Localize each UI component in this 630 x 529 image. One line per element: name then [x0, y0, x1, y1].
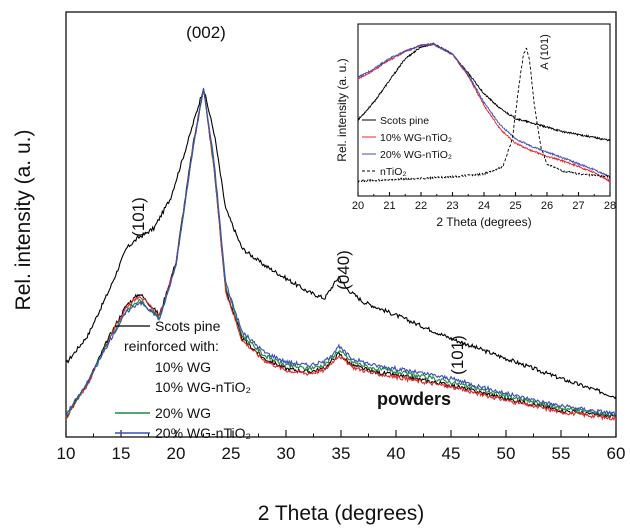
powders-label: powders: [377, 389, 451, 409]
inset-series-line-scots-pine: [358, 42, 611, 142]
peak-label-101-b: (101): [448, 335, 467, 375]
main-x-tick-label: 30: [277, 444, 296, 463]
main-x-tick-label: 15: [112, 444, 131, 463]
main-x-tick-label: 20: [167, 444, 186, 463]
legend-label-reinforced: reinforced with:: [124, 338, 219, 354]
inset-series-line-10-wg-ntio: [357, 42, 611, 183]
inset-anatase-label: A (101): [539, 34, 551, 69]
legend-label-10wg-ntio2: 10% WG-nTiO₂: [155, 379, 251, 395]
inset-x-tick-label: 27: [572, 200, 584, 212]
main-x-tick-label: 10: [57, 444, 76, 463]
main-legend: Scots pine reinforced with: 10% WG 10% W…: [115, 318, 251, 441]
main-series-group: [65, 87, 617, 422]
inset-background: [350, 20, 612, 210]
inset-x-axis-title: 2 Theta (degrees): [436, 215, 531, 229]
inset-legend-label-20wg-ntio2: 20% WG-nTiO₂: [380, 149, 452, 161]
legend-label-scots-pine: Scots pine: [155, 318, 221, 334]
inset-x-tick-label: 26: [541, 200, 553, 212]
peak-label-002: (002): [186, 23, 226, 42]
legend-label-20wg-ntio2: 20% WG-nTiO₂: [155, 425, 251, 441]
inset-series-line-20-wg-ntio: [357, 42, 611, 178]
peak-label-101-a: (101): [129, 197, 148, 237]
main-series-line-scots-pine: [65, 87, 617, 400]
main-x-tick-label: 35: [332, 444, 351, 463]
main-series-line-20-wg-ntio: [65, 88, 617, 418]
inset-x-tick-label: 25: [509, 200, 521, 212]
main-x-tick-label: 40: [387, 444, 406, 463]
inset-x-ticks: 20 21 22 23 24 25 26 27 28: [352, 192, 616, 212]
main-x-tick-label: 55: [552, 444, 571, 463]
main-series-line-10-wg: [65, 88, 617, 420]
main-x-tick-label: 50: [497, 444, 516, 463]
inset-x-tick-label: 20: [352, 200, 364, 212]
inset-x-tick-label: 22: [415, 200, 427, 212]
legend-label-20wg: 20% WG: [155, 405, 211, 421]
main-x-ticks: 10 15 20 25 30 35 40 45 50 55 60: [57, 430, 626, 463]
legend-label-10wg: 10% WG: [155, 359, 211, 375]
peak-label-040: (040): [334, 250, 353, 290]
main-x-tick-label: 45: [442, 444, 461, 463]
main-x-axis-title: 2 Theta (degrees): [258, 502, 425, 525]
main-x-tick-label: 25: [222, 444, 241, 463]
main-y-axis-title: Rel. intensity (a. u.): [12, 130, 35, 311]
inset-legend-label-scots-pine: Scots pine: [380, 115, 429, 127]
inset-series-group: [357, 42, 611, 184]
inset-legend-label-10wg-ntio2: 10% WG-nTiO₂: [380, 132, 452, 144]
inset-x-tick-label: 24: [478, 200, 490, 212]
inset-y-axis-title: Rel. intensity (a. u.): [335, 58, 349, 161]
inset-x-tick-label: 23: [446, 200, 458, 212]
main-x-tick-label: 60: [607, 444, 626, 463]
inset-x-tick-label: 21: [383, 200, 395, 212]
inset-legend-label-ntio2: nTiO₂: [380, 166, 406, 178]
inset-legend: Scots pine 10% WG-nTiO₂ 20% WG-nTiO₂ nTi…: [362, 115, 452, 178]
inset-x-tick-label: 28: [604, 200, 616, 212]
